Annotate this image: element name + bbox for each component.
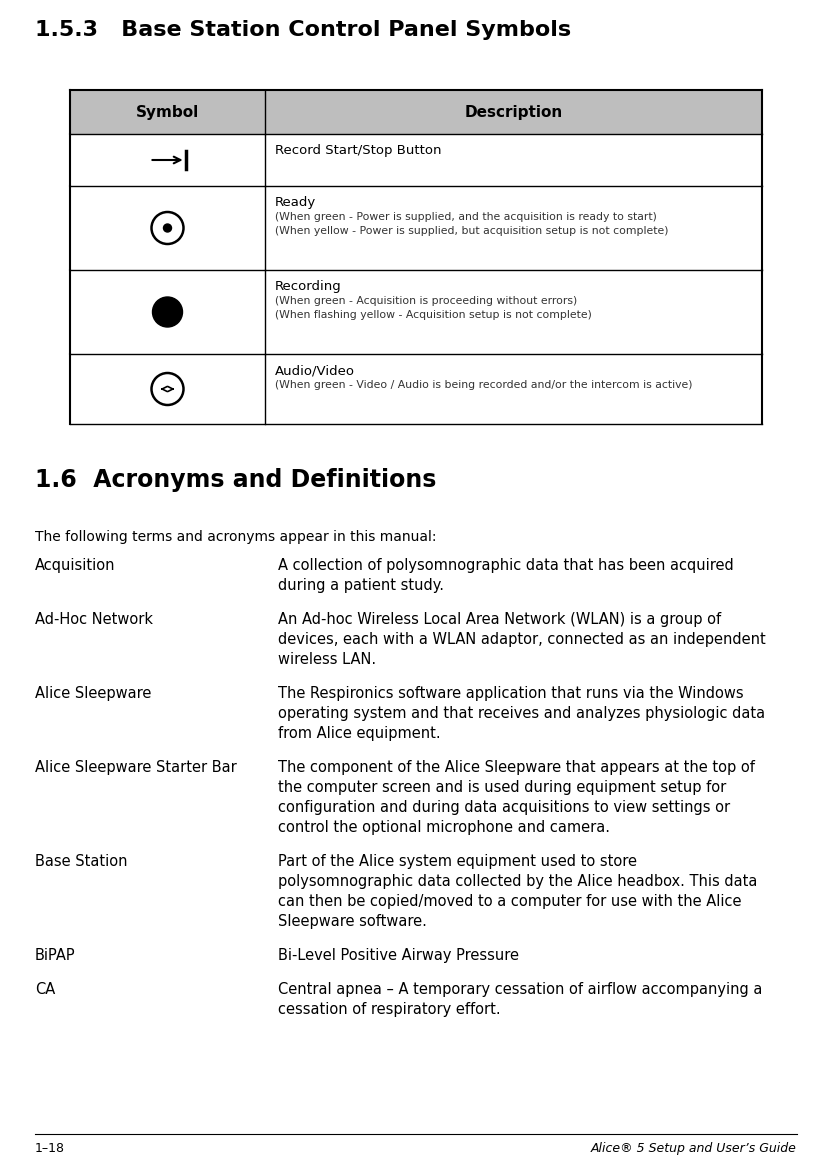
Text: cessation of respiratory effort.: cessation of respiratory effort. — [278, 1002, 501, 1017]
Text: The Respironics software application that runs via the Windows: The Respironics software application tha… — [278, 686, 744, 701]
Text: polysomnographic data collected by the Alice headbox. This data: polysomnographic data collected by the A… — [278, 874, 757, 889]
Text: CA: CA — [35, 982, 55, 997]
Text: Symbol: Symbol — [136, 105, 199, 120]
Bar — [70, 90, 762, 134]
Text: The component of the Alice Sleepware that appears at the top of: The component of the Alice Sleepware tha… — [278, 760, 755, 775]
Text: Ready: Ready — [275, 196, 316, 209]
Text: (When flashing yellow - Acquisition setup is not complete): (When flashing yellow - Acquisition setu… — [275, 310, 592, 320]
Text: Sleepware software.: Sleepware software. — [278, 915, 427, 929]
Text: configuration and during data acquisitions to view settings or: configuration and during data acquisitio… — [278, 800, 730, 815]
Text: Alice Sleepware Starter Bar: Alice Sleepware Starter Bar — [35, 760, 237, 775]
Text: Part of the Alice system equipment used to store: Part of the Alice system equipment used … — [278, 854, 637, 869]
Text: A collection of polysomnographic data that has been acquired: A collection of polysomnographic data th… — [278, 558, 734, 573]
Text: Bi-Level Positive Airway Pressure: Bi-Level Positive Airway Pressure — [278, 948, 519, 963]
Text: Base Station: Base Station — [35, 854, 127, 869]
Circle shape — [164, 224, 171, 232]
Text: The following terms and acronyms appear in this manual:: The following terms and acronyms appear … — [35, 530, 437, 544]
Circle shape — [152, 297, 182, 327]
Text: devices, each with a WLAN adaptor, connected as an independent: devices, each with a WLAN adaptor, conne… — [278, 631, 765, 647]
Text: control the optional microphone and camera.: control the optional microphone and came… — [278, 820, 610, 835]
Text: 1.6  Acronyms and Definitions: 1.6 Acronyms and Definitions — [35, 468, 436, 492]
Text: Ad-Hoc Network: Ad-Hoc Network — [35, 612, 153, 627]
Text: (When yellow - Power is supplied, but acquisition setup is not complete): (When yellow - Power is supplied, but ac… — [275, 226, 668, 236]
Text: during a patient study.: during a patient study. — [278, 578, 444, 593]
Text: Alice Sleepware: Alice Sleepware — [35, 686, 151, 701]
Text: (When green - Power is supplied, and the acquisition is ready to start): (When green - Power is supplied, and the… — [275, 212, 657, 223]
Text: An Ad-hoc Wireless Local Area Network (WLAN) is a group of: An Ad-hoc Wireless Local Area Network (W… — [278, 612, 721, 627]
Text: Alice® 5 Setup and User’s Guide: Alice® 5 Setup and User’s Guide — [591, 1142, 797, 1155]
Text: operating system and that receives and analyzes physiologic data: operating system and that receives and a… — [278, 706, 765, 721]
Text: from Alice equipment.: from Alice equipment. — [278, 726, 441, 741]
Text: wireless LAN.: wireless LAN. — [278, 652, 376, 668]
Text: the computer screen and is used during equipment setup for: the computer screen and is used during e… — [278, 781, 726, 795]
Text: can then be copied/moved to a computer for use with the Alice: can then be copied/moved to a computer f… — [278, 894, 741, 909]
Text: Audio/Video: Audio/Video — [275, 363, 355, 377]
Text: (When green - Acquisition is proceeding without errors): (When green - Acquisition is proceeding … — [275, 296, 577, 306]
Text: Central apnea – A temporary cessation of airflow accompanying a: Central apnea – A temporary cessation of… — [278, 982, 762, 997]
Text: Record Start/Stop Button: Record Start/Stop Button — [275, 144, 442, 157]
Text: 1–18: 1–18 — [35, 1142, 65, 1155]
Text: Recording: Recording — [275, 280, 342, 294]
Text: Description: Description — [464, 105, 562, 120]
Text: 1.5.3   Base Station Control Panel Symbols: 1.5.3 Base Station Control Panel Symbols — [35, 20, 571, 40]
Text: Acquisition: Acquisition — [35, 558, 116, 573]
Text: BiPAP: BiPAP — [35, 948, 76, 963]
Text: (When green - Video / Audio is being recorded and/or the intercom is active): (When green - Video / Audio is being rec… — [275, 380, 692, 390]
